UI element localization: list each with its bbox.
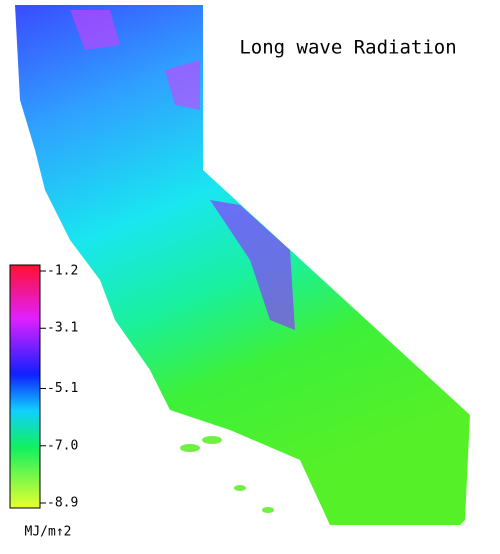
tick-label: -5.1 <box>47 381 78 396</box>
california-shape <box>15 5 470 525</box>
tick-label: -7.0 <box>47 438 78 453</box>
tick-label: -8.9 <box>47 496 78 511</box>
mountain-highlight <box>210 200 295 330</box>
north-highlight <box>70 10 200 110</box>
colorbar-ticks: -1.2 -3.1 -5.1 -7.0 -8.9 <box>40 264 78 511</box>
map-title: Long wave Radiation <box>239 37 456 59</box>
islands <box>180 436 274 513</box>
colorbar-unit: MJ/m↑2 <box>25 525 72 540</box>
colorbar <box>9 264 41 509</box>
tick-label: -3.1 <box>47 321 78 336</box>
tick-label: -1.2 <box>47 264 78 279</box>
